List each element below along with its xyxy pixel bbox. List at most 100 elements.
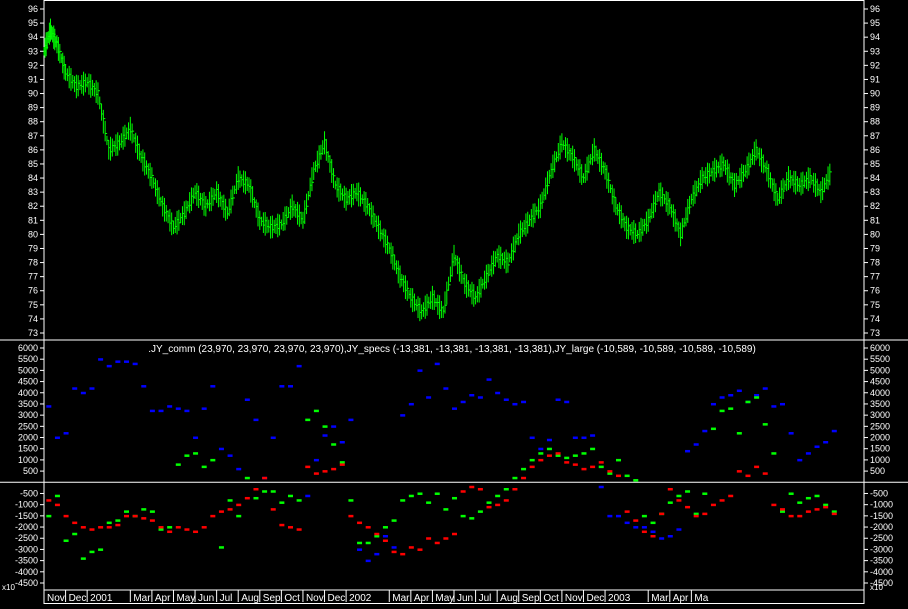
cot-point-JY_specs xyxy=(771,452,777,455)
cot-point-JY_comm xyxy=(417,369,423,372)
cot-point-JY_comm xyxy=(685,449,691,453)
cot-point-JY_comm xyxy=(348,418,354,422)
cot-point-JY_comm xyxy=(227,454,233,457)
cot-point-JY_comm xyxy=(676,528,682,531)
x-tick-label: Nov xyxy=(565,593,583,604)
cot-point-JY_comm xyxy=(538,447,544,451)
cot-point-JY_large xyxy=(477,488,483,491)
y-tick-label-left: 3500 xyxy=(18,399,38,409)
cot-point-JY_large xyxy=(279,523,285,527)
cot-point-JY_specs xyxy=(710,427,716,431)
cot-point-JY_comm xyxy=(546,438,552,442)
cot-point-JY_large xyxy=(426,537,432,540)
cot-point-JY_large xyxy=(581,467,587,471)
cot-point-JY_comm xyxy=(374,552,380,556)
cot-point-JY_large xyxy=(106,526,112,529)
cot-point-JY_specs xyxy=(391,519,397,522)
x-tick-label: Jun xyxy=(198,593,214,604)
cot-point-JY_large xyxy=(408,546,414,549)
cot-point-JY_specs xyxy=(72,532,78,536)
y-tick-label-right: 80 xyxy=(870,229,880,239)
cot-point-JY_large xyxy=(149,519,155,522)
cot-point-JY_comm xyxy=(244,398,250,401)
y-tick-label-right: 3000 xyxy=(870,410,890,420)
cot-point-JY_comm xyxy=(132,362,138,366)
x-tick-label: Aug xyxy=(500,593,518,604)
cot-point-JY_specs xyxy=(572,454,578,457)
cot-point-JY_comm xyxy=(486,378,492,381)
x-tick-label: Apr xyxy=(155,593,171,604)
cot-point-JY_comm xyxy=(158,409,164,413)
cot-point-JY_specs xyxy=(443,508,449,511)
cot-point-JY_large xyxy=(348,514,354,518)
cot-point-JY_large xyxy=(72,521,78,525)
cot-point-JY_comm xyxy=(305,494,311,498)
cot-point-JY_comm xyxy=(495,391,501,395)
cot-point-JY_specs xyxy=(460,514,466,518)
cot-point-JY_specs xyxy=(745,400,751,404)
cot-point-JY_large xyxy=(521,476,527,480)
cot-point-JY_specs xyxy=(80,557,86,560)
cot-point-JY_comm xyxy=(710,402,716,406)
cot-point-JY_specs xyxy=(780,510,785,513)
cot-point-JY_large xyxy=(676,499,682,502)
y-tick-label-left: 4000 xyxy=(18,388,38,398)
cot-point-JY_large xyxy=(616,474,621,478)
cot-point-JY_specs xyxy=(728,407,734,410)
y-tick-label-left: 83 xyxy=(28,187,38,197)
y-tick-label-left: 86 xyxy=(28,145,38,155)
cot-point-JY_specs xyxy=(331,443,337,446)
cot-point-JY_large xyxy=(184,528,190,531)
cot-point-JY_comm xyxy=(521,400,527,404)
y-tick-label-right: 78 xyxy=(870,258,880,268)
cot-point-JY_large xyxy=(495,503,501,507)
cot-point-JY_large xyxy=(124,514,129,518)
x-tick-label: Mar xyxy=(133,593,151,604)
cot-point-JY_specs xyxy=(521,467,527,471)
cot-point-JY_comm xyxy=(106,364,112,368)
cot-point-JY_specs xyxy=(184,454,190,457)
cot-point-JY_comm xyxy=(253,418,259,422)
y-tick-label-right: 85 xyxy=(870,159,880,169)
cot-point-JY_comm xyxy=(460,400,466,404)
y-tick-label-left: 75 xyxy=(28,300,38,310)
cot-point-JY_large xyxy=(780,508,785,511)
cot-point-JY_specs xyxy=(814,494,820,498)
y-tick-label-right: -2000 xyxy=(870,522,893,532)
cot-point-JY_comm xyxy=(365,559,371,563)
cot-point-JY_specs xyxy=(279,501,285,504)
cot-point-JY_large xyxy=(693,514,699,518)
cot-point-JY_specs xyxy=(270,490,276,493)
cot-point-JY_comm xyxy=(193,436,199,440)
y-tick-label-left: 5500 xyxy=(18,354,38,364)
x-tick-label: Oct xyxy=(543,593,559,604)
cot-point-JY_specs xyxy=(348,499,354,502)
cot-point-JY_large xyxy=(244,496,250,500)
cot-point-JY_large xyxy=(831,512,837,516)
cot-point-JY_specs xyxy=(98,548,104,551)
cot-point-JY_large xyxy=(762,472,768,475)
cot-point-JY_large xyxy=(805,510,811,513)
cot-point-JY_specs xyxy=(823,503,829,507)
cot-point-JY_comm xyxy=(633,526,639,529)
y-tick-label-right: 89 xyxy=(870,103,880,113)
cot-point-JY_large xyxy=(132,514,138,518)
x-tick-label: Sep xyxy=(263,593,281,604)
cot-point-JY_specs xyxy=(115,519,121,522)
cot-point-JY_specs xyxy=(201,465,207,469)
cot-point-JY_large xyxy=(331,467,337,471)
cot-point-JY_specs xyxy=(46,514,52,518)
cot-point-JY_large xyxy=(115,523,121,527)
cot-point-JY_specs xyxy=(685,490,691,493)
cot-point-JY_specs xyxy=(313,409,319,413)
cot-point-JY_large xyxy=(193,530,199,534)
cot-point-JY_specs xyxy=(400,499,406,502)
cot-point-JY_large xyxy=(167,530,173,534)
y-tick-label-right: 94 xyxy=(870,32,880,42)
y-tick-label-right: 500 xyxy=(870,466,885,476)
cot-point-JY_comm xyxy=(754,394,760,397)
y-tick-label-right: 3500 xyxy=(870,399,890,409)
